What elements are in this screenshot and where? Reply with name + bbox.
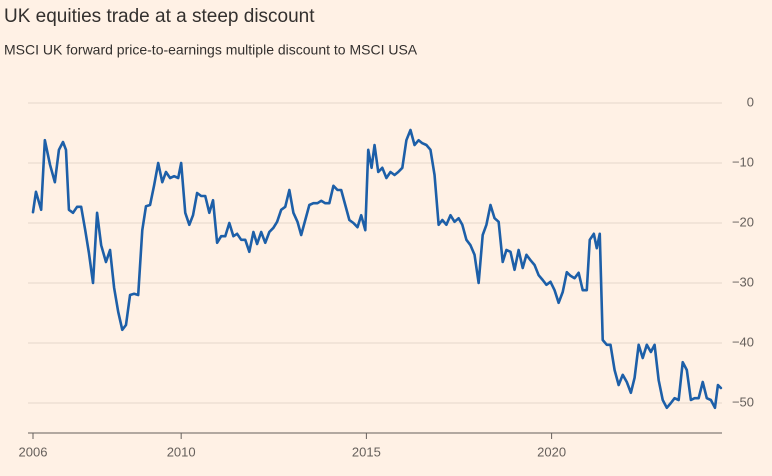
x-tick-label: 2006 — [19, 444, 48, 459]
y-tick-label: −40 — [732, 334, 754, 349]
x-tick-label: 2020 — [537, 444, 566, 459]
data-line — [31, 128, 723, 410]
y-tick-label: −10 — [732, 154, 754, 169]
chart-subtitle: MSCI UK forward price-to-earnings multip… — [4, 42, 418, 58]
x-tick-label: 2010 — [167, 444, 196, 459]
y-tick-label: −50 — [732, 394, 754, 409]
chart-title: UK equities trade at a steep discount — [4, 6, 315, 27]
y-tick-label: −30 — [732, 274, 754, 289]
y-tick-label: −20 — [732, 214, 754, 229]
y-tick-label: 0 — [747, 94, 754, 109]
x-tick-label: 2015 — [352, 444, 381, 459]
